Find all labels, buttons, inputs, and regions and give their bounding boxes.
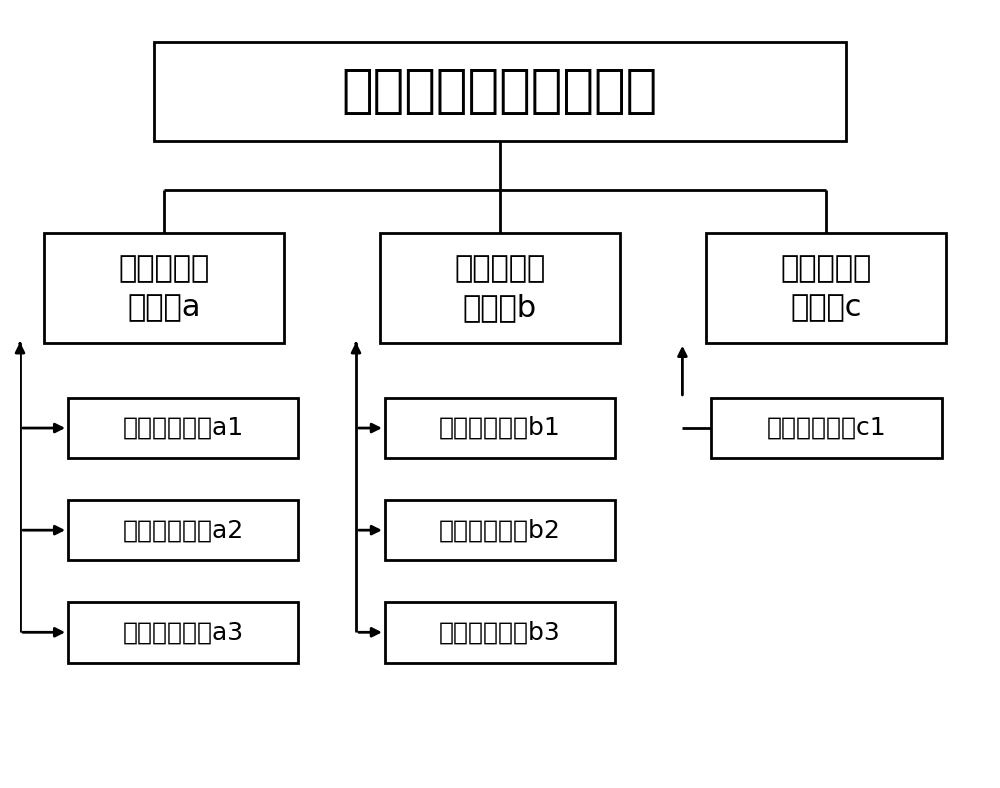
Text: 数据管理层
的设备b: 数据管理层 的设备b — [454, 255, 546, 322]
Bar — [385, 398, 615, 459]
Text: 采集层的设备b2: 采集层的设备b2 — [439, 519, 561, 542]
Bar — [711, 398, 942, 459]
Text: 采集层的设备b1: 采集层的设备b1 — [439, 416, 561, 440]
Text: 数据管理层
的设备c: 数据管理层 的设备c — [781, 255, 872, 322]
Text: 采集层的设备a2: 采集层的设备a2 — [123, 519, 244, 542]
Bar — [68, 398, 298, 459]
Bar — [706, 233, 946, 343]
Bar — [380, 233, 620, 343]
Text: 数据管理层
的设备a: 数据管理层 的设备a — [118, 255, 210, 322]
Bar — [68, 602, 298, 663]
Text: 采集层的设备b3: 采集层的设备b3 — [439, 620, 561, 645]
Text: 采集层的设备a3: 采集层的设备a3 — [123, 620, 244, 645]
Text: 采集层的设备c1: 采集层的设备c1 — [767, 416, 886, 440]
Bar — [385, 500, 615, 560]
Bar — [68, 500, 298, 560]
Text: 电能管理层的设备终端: 电能管理层的设备终端 — [342, 65, 658, 117]
Bar — [154, 43, 846, 140]
Bar — [385, 602, 615, 663]
Text: 采集层的设备a1: 采集层的设备a1 — [123, 416, 244, 440]
Bar — [44, 233, 284, 343]
